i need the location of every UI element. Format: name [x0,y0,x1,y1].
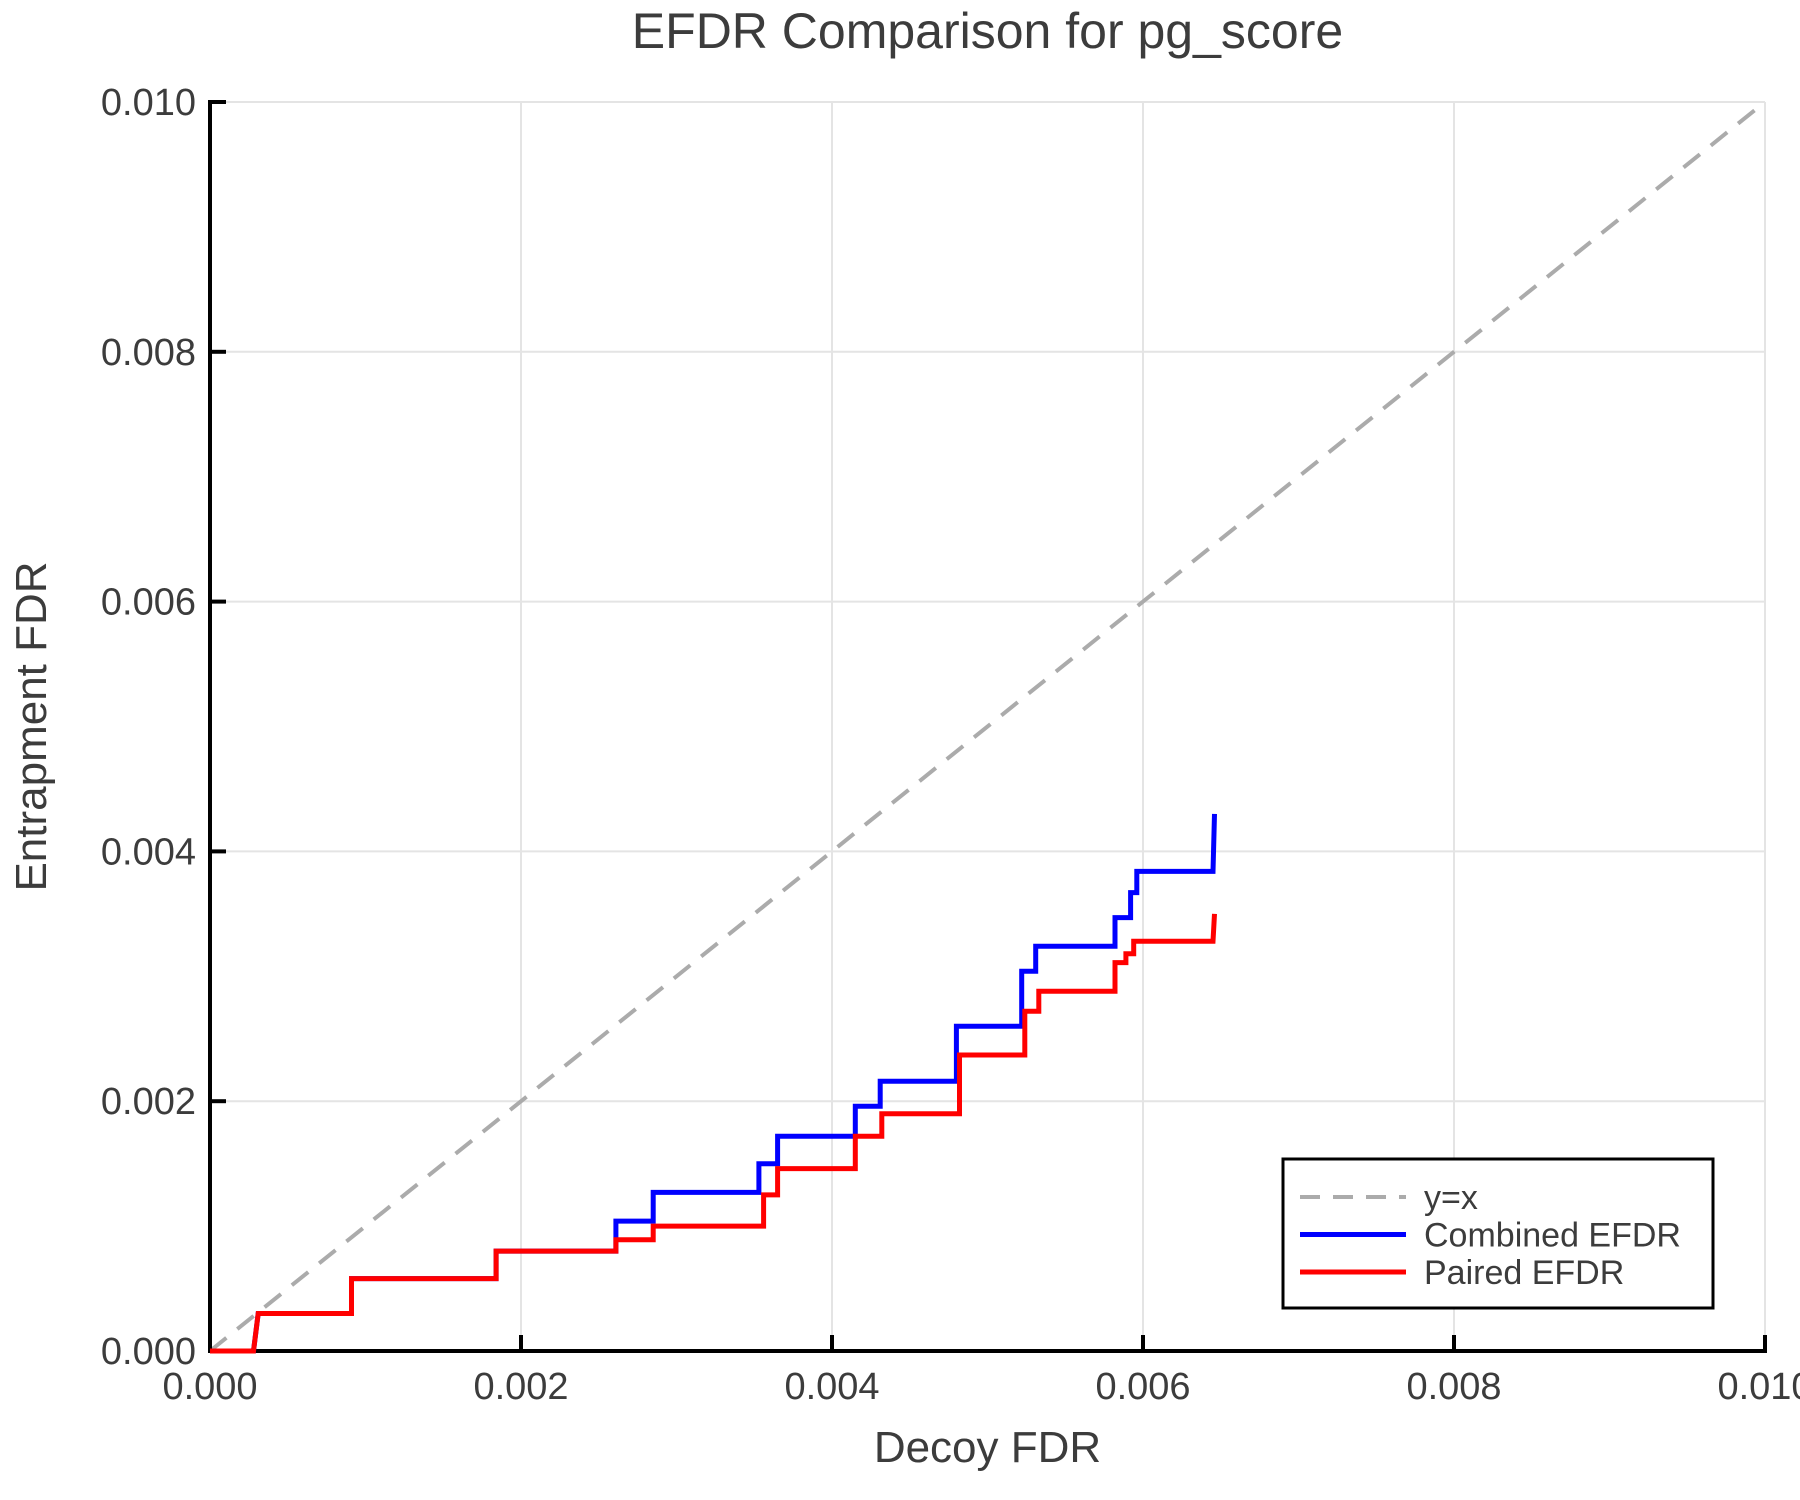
x-tick-label: 0.010 [1717,1366,1800,1408]
y-tick-label: 0.002 [101,1081,196,1123]
y-axis-label: Entrapment FDR [7,561,56,891]
chart-title: EFDR Comparison for pg_score [632,3,1343,59]
paired-efdr-line [210,913,1217,1354]
x-axis-label: Decoy FDR [874,1423,1101,1472]
x-tick-label: 0.000 [162,1366,257,1408]
gridlines [210,101,1766,1351]
legend-label: Combined EFDR [1424,1217,1681,1255]
x-tick-label: 0.006 [1095,1366,1190,1408]
y-tick-label: 0.008 [101,332,196,374]
x-tick-label: 0.002 [473,1366,568,1408]
identity-line [208,100,1767,1353]
x-tick-label: 0.008 [1406,1366,1501,1408]
x-tick-label: 0.004 [784,1366,879,1408]
tick-labels: 0.000 0.002 0.004 0.006 0.008 0.010 0.000 0.002… [101,82,1800,1408]
combined-efdr-line [210,813,1217,1354]
axes [208,100,1767,1353]
legend-label: y=x [1424,1179,1478,1217]
y-tick-label: 0.006 [101,582,196,624]
y-tick-label: 0.000 [101,1331,196,1373]
y-tick-label: 0.004 [101,831,196,873]
y-tick-label: 0.010 [101,82,196,124]
legend-label: Paired EFDR [1424,1254,1624,1292]
